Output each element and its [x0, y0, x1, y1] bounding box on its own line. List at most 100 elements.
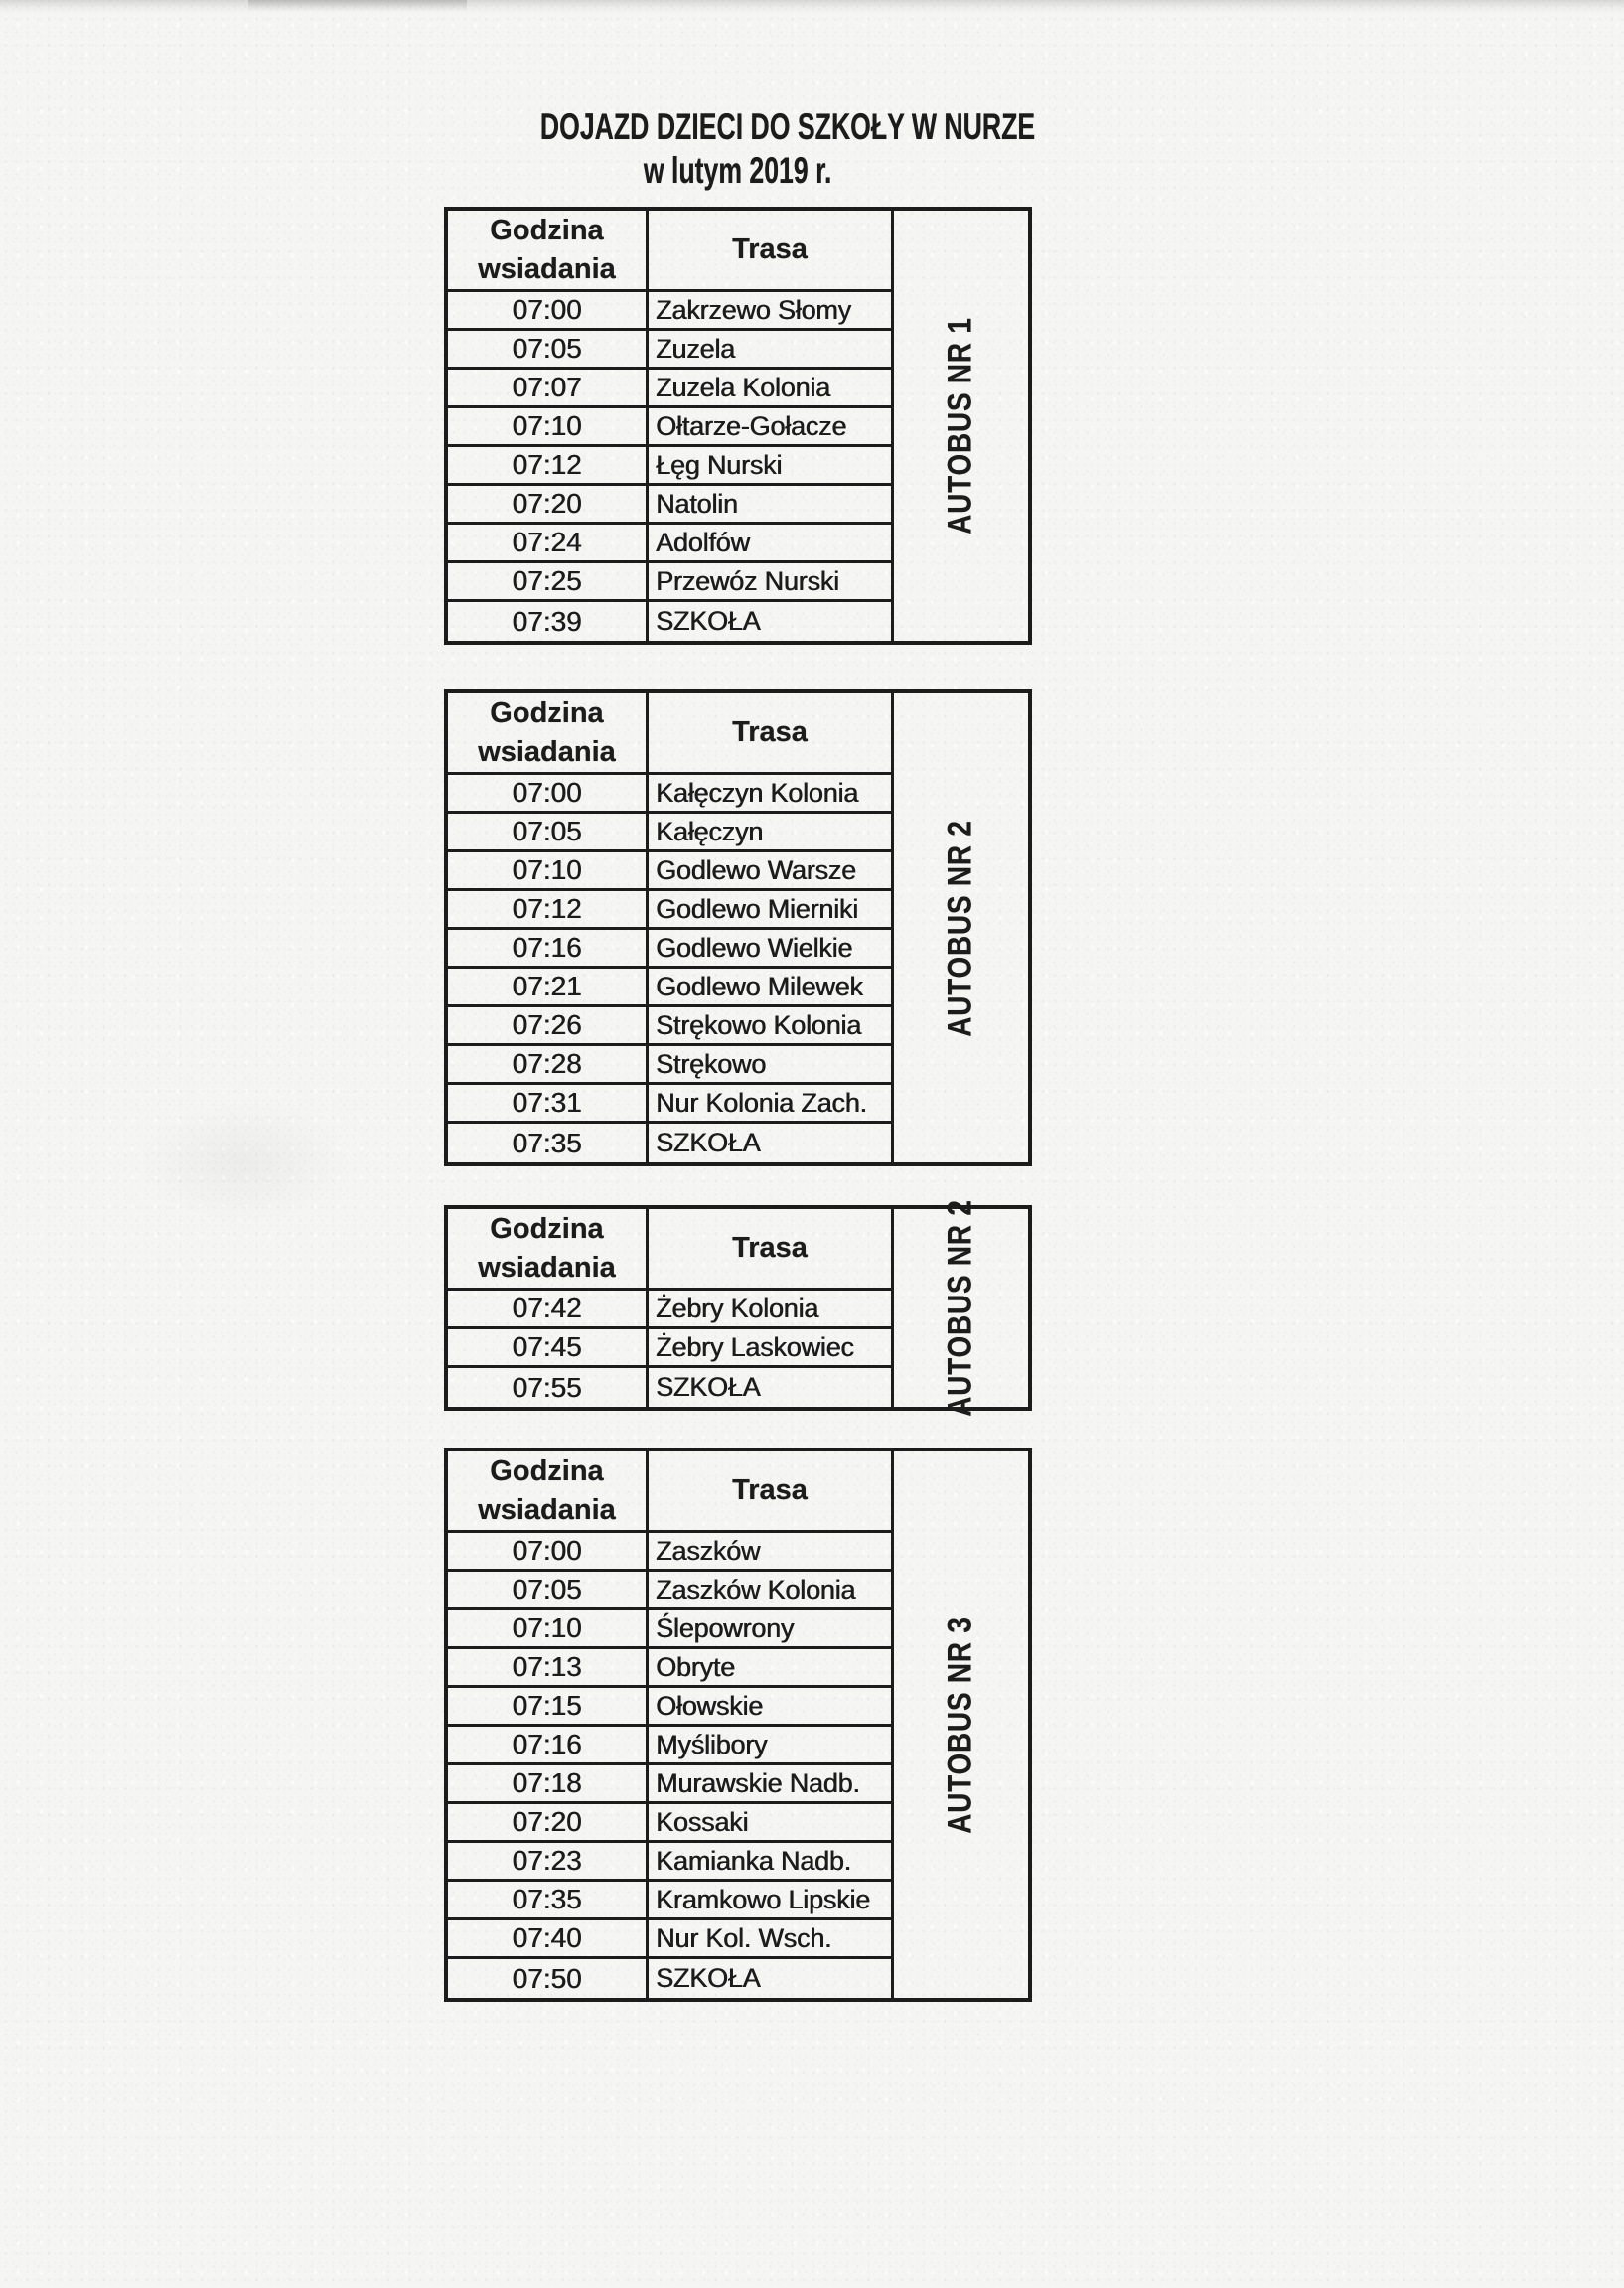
- route-stop-cell: Zaszków: [656, 1535, 761, 1566]
- schedule-row: 07:00 Kałęczyn Kolonia: [448, 775, 891, 814]
- boarding-time-cell: 07:10: [448, 408, 649, 444]
- boarding-time-cell: 07:05: [448, 814, 649, 849]
- document-title-line1: DOJAZD DZIECI DO SZKOŁY W NURZE: [539, 106, 1036, 147]
- schedule-row: 07:50 SZKOŁA: [448, 1959, 891, 1998]
- boarding-time-cell: 07:12: [448, 447, 649, 483]
- schedule-rows: 07:42 Żebry Kolonia 07:45 Żebry Laskowie…: [448, 1291, 891, 1407]
- schedule-row: 07:23 Kamianka Nadb.: [448, 1843, 891, 1882]
- schedule-row: 07:10 Ołtarze-Gołacze: [448, 408, 891, 447]
- route-header-label: Trasa: [732, 1474, 808, 1506]
- document-title-line2: w lutym 2019 r.: [644, 150, 832, 191]
- route-stop-cell: Myślibory: [656, 1729, 768, 1759]
- boarding-time-cell: 07:18: [448, 1765, 649, 1801]
- route-stop-cell: SZKOŁA: [656, 1963, 761, 1993]
- schedule-row: 07:16 Godlewo Wielkie: [448, 930, 891, 969]
- schedule-columns: Godzina wsiadania Trasa 07:00 Zakrzewo S…: [448, 211, 891, 641]
- bus-number-cell: AUTOBUS NR 3: [891, 1451, 1028, 1998]
- schedule-row: 07:12 Łęg Nurski: [448, 447, 891, 486]
- schedule-row: 07:35 Kramkowo Lipskie: [448, 1882, 891, 1920]
- route-header-label: Trasa: [732, 233, 808, 265]
- table-header-row: Godzina wsiadania Trasa: [448, 211, 891, 292]
- route-column-header: Trasa: [649, 1209, 891, 1288]
- boarding-time-cell: 07:23: [448, 1843, 649, 1879]
- schedule-row: 07:18 Murawskie Nadb.: [448, 1765, 891, 1804]
- time-header-line1: Godzina: [490, 696, 604, 729]
- table-header-row: Godzina wsiadania Trasa: [448, 693, 891, 775]
- route-stop-cell: Zakrzewo Słomy: [656, 294, 851, 325]
- route-stop-cell: Kamianka Nadb.: [656, 1845, 851, 1876]
- boarding-time-cell: 07:35: [448, 1124, 649, 1162]
- route-stop-cell: Ołowskie: [656, 1690, 763, 1721]
- bus-number-label: AUTOBUS NR 2: [942, 1199, 979, 1417]
- schedule-row: 07:00 Zaszków: [448, 1533, 891, 1572]
- bus-number-label: AUTOBUS NR 1: [942, 317, 979, 534]
- schedule-row: 07:20 Natolin: [448, 486, 891, 525]
- schedule-row: 07:35 SZKOŁA: [448, 1124, 891, 1162]
- schedule-row: 07:28 Strękowo: [448, 1046, 891, 1085]
- boarding-time-cell: 07:35: [448, 1882, 649, 1917]
- boarding-time-cell: 07:05: [448, 1572, 649, 1607]
- route-stop-cell: Kałęczyn Kolonia: [656, 777, 858, 808]
- route-stop-cell: Ślepowrony: [656, 1612, 795, 1643]
- route-stop-cell: SZKOŁA: [656, 1128, 761, 1157]
- boarding-time-cell: 07:20: [448, 486, 649, 522]
- boarding-time-cell: 07:15: [448, 1688, 649, 1724]
- boarding-time-cell: 07:55: [448, 1368, 649, 1407]
- route-header-label: Trasa: [732, 716, 808, 748]
- schedule-row: 07:05 Zuzela: [448, 331, 891, 370]
- schedule-row: 07:40 Nur Kol. Wsch.: [448, 1920, 891, 1959]
- boarding-time-cell: 07:00: [448, 292, 649, 328]
- schedule-row: 07:21 Godlewo Milewek: [448, 969, 891, 1007]
- route-stop-cell: SZKOŁA: [656, 1372, 761, 1402]
- boarding-time-cell: 07:00: [448, 775, 649, 811]
- schedule-row: 07:15 Ołowskie: [448, 1688, 891, 1727]
- schedule-row: 07:00 Zakrzewo Słomy: [448, 292, 891, 331]
- schedule-rows: 07:00 Zakrzewo Słomy 07:05 Zuzela 07:07 …: [448, 292, 891, 641]
- schedule-rows: 07:00 Kałęczyn Kolonia 07:05 Kałęczyn 07…: [448, 775, 891, 1162]
- schedule-row: 07:16 Myślibory: [448, 1727, 891, 1765]
- route-stop-cell: Zaszków Kolonia: [656, 1574, 856, 1604]
- bus-number-label: AUTOBUS NR 3: [942, 1615, 979, 1834]
- bus-schedule-table: Godzina wsiadania Trasa 07:00 Zakrzewo S…: [444, 207, 1032, 645]
- schedule-row: 07:26 Strękowo Kolonia: [448, 1007, 891, 1046]
- boarding-time-cell: 07:10: [448, 852, 649, 888]
- route-stop-cell: Zuzela Kolonia: [656, 372, 830, 402]
- schedule-row: 07:45 Żebry Laskowiec: [448, 1329, 891, 1368]
- time-header-line1: Godzina: [490, 1454, 604, 1487]
- time-column-header: Godzina wsiadania: [448, 1209, 649, 1288]
- route-stop-cell: Przewóz Nurski: [656, 565, 839, 596]
- schedule-row: 07:55 SZKOŁA: [448, 1368, 891, 1407]
- route-stop-cell: Godlewo Warsze: [656, 854, 856, 885]
- time-header-line2: wsiadania: [478, 1493, 616, 1526]
- route-stop-cell: Kossaki: [656, 1806, 749, 1837]
- bus-schedule-table: Godzina wsiadania Trasa 07:00 Zaszków 07…: [444, 1448, 1032, 2002]
- boarding-time-cell: 07:16: [448, 1727, 649, 1762]
- route-stop-cell: Zuzela: [656, 333, 735, 364]
- route-stop-cell: Godlewo Wielkie: [656, 932, 853, 963]
- boarding-time-cell: 07:16: [448, 930, 649, 966]
- route-stop-cell: Nur Kolonia Zach.: [656, 1087, 867, 1118]
- boarding-time-cell: 07:45: [448, 1329, 649, 1365]
- route-stop-cell: Obryte: [656, 1651, 735, 1682]
- boarding-time-cell: 07:50: [448, 1959, 649, 1998]
- schedule-row: 07:05 Kałęczyn: [448, 814, 891, 852]
- time-header-line2: wsiadania: [478, 252, 616, 285]
- schedule-row: 07:42 Żebry Kolonia: [448, 1291, 891, 1329]
- time-header-line1: Godzina: [490, 214, 604, 246]
- schedule-row: 07:13 Obryte: [448, 1649, 891, 1688]
- schedule-columns: Godzina wsiadania Trasa 07:42 Żebry Kolo…: [448, 1209, 891, 1407]
- route-stop-cell: Godlewo Mierniki: [656, 893, 858, 924]
- route-column-header: Trasa: [649, 693, 891, 772]
- route-stop-cell: SZKOŁA: [656, 606, 761, 636]
- schedule-columns: Godzina wsiadania Trasa 07:00 Zaszków 07…: [448, 1451, 891, 1998]
- route-stop-cell: Natolin: [656, 488, 738, 519]
- bus-schedule-table: Godzina wsiadania Trasa 07:00 Kałęczyn K…: [444, 689, 1032, 1166]
- time-column-header: Godzina wsiadania: [448, 211, 649, 289]
- schedule-row: 07:10 Ślepowrony: [448, 1610, 891, 1649]
- bus-number-label: AUTOBUS NR 2: [942, 819, 979, 1037]
- schedule-row: 07:24 Adolfów: [448, 525, 891, 563]
- route-stop-cell: Żebry Kolonia: [656, 1293, 818, 1323]
- time-header-line1: Godzina: [490, 1212, 604, 1245]
- schedule-row: 07:10 Godlewo Warsze: [448, 852, 891, 891]
